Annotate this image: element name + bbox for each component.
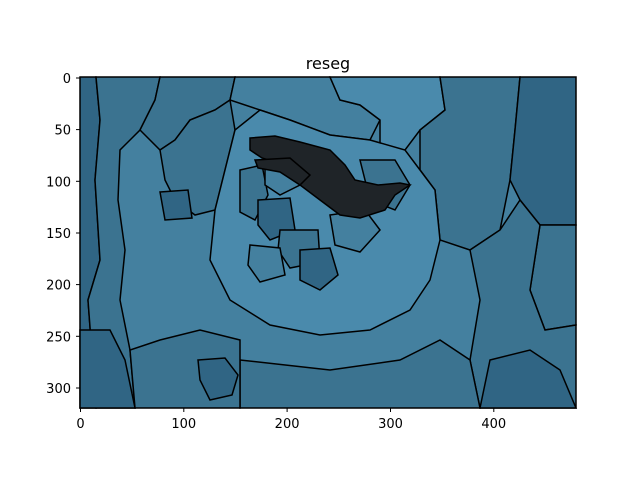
x-tick-label: 100 xyxy=(171,417,196,432)
x-tick-label: 300 xyxy=(378,417,403,432)
y-tick-label: 100 xyxy=(46,175,71,190)
segment-bottom-right xyxy=(479,349,578,409)
figure-title: reseg xyxy=(306,54,350,73)
y-tick-label: 250 xyxy=(46,330,71,345)
segment-dark-object-wing xyxy=(253,157,312,186)
image-panel xyxy=(79,76,578,409)
y-tick-label: 200 xyxy=(46,279,71,294)
axes-frame xyxy=(79,76,577,409)
y-tick-label: 300 xyxy=(46,382,71,397)
segment-inner-patch-3 xyxy=(299,247,339,291)
x-tick-label: 400 xyxy=(481,417,506,432)
y-tick-label: 0 xyxy=(63,72,71,87)
segment-small-dark-bottom xyxy=(197,357,239,401)
segment-right-bottom xyxy=(469,198,577,409)
x-tick-label: 0 xyxy=(76,417,84,432)
x-tick-label: 200 xyxy=(275,417,300,432)
y-axis: 0 50 100 150 200 250 300 xyxy=(46,72,80,397)
segment-small-left-patch xyxy=(159,189,193,221)
y-tick-label: 150 xyxy=(46,227,71,242)
segment-inner-patch-5 xyxy=(247,244,286,283)
y-tick-label: 50 xyxy=(54,124,71,139)
x-axis: 0 100 200 300 400 xyxy=(76,408,506,432)
